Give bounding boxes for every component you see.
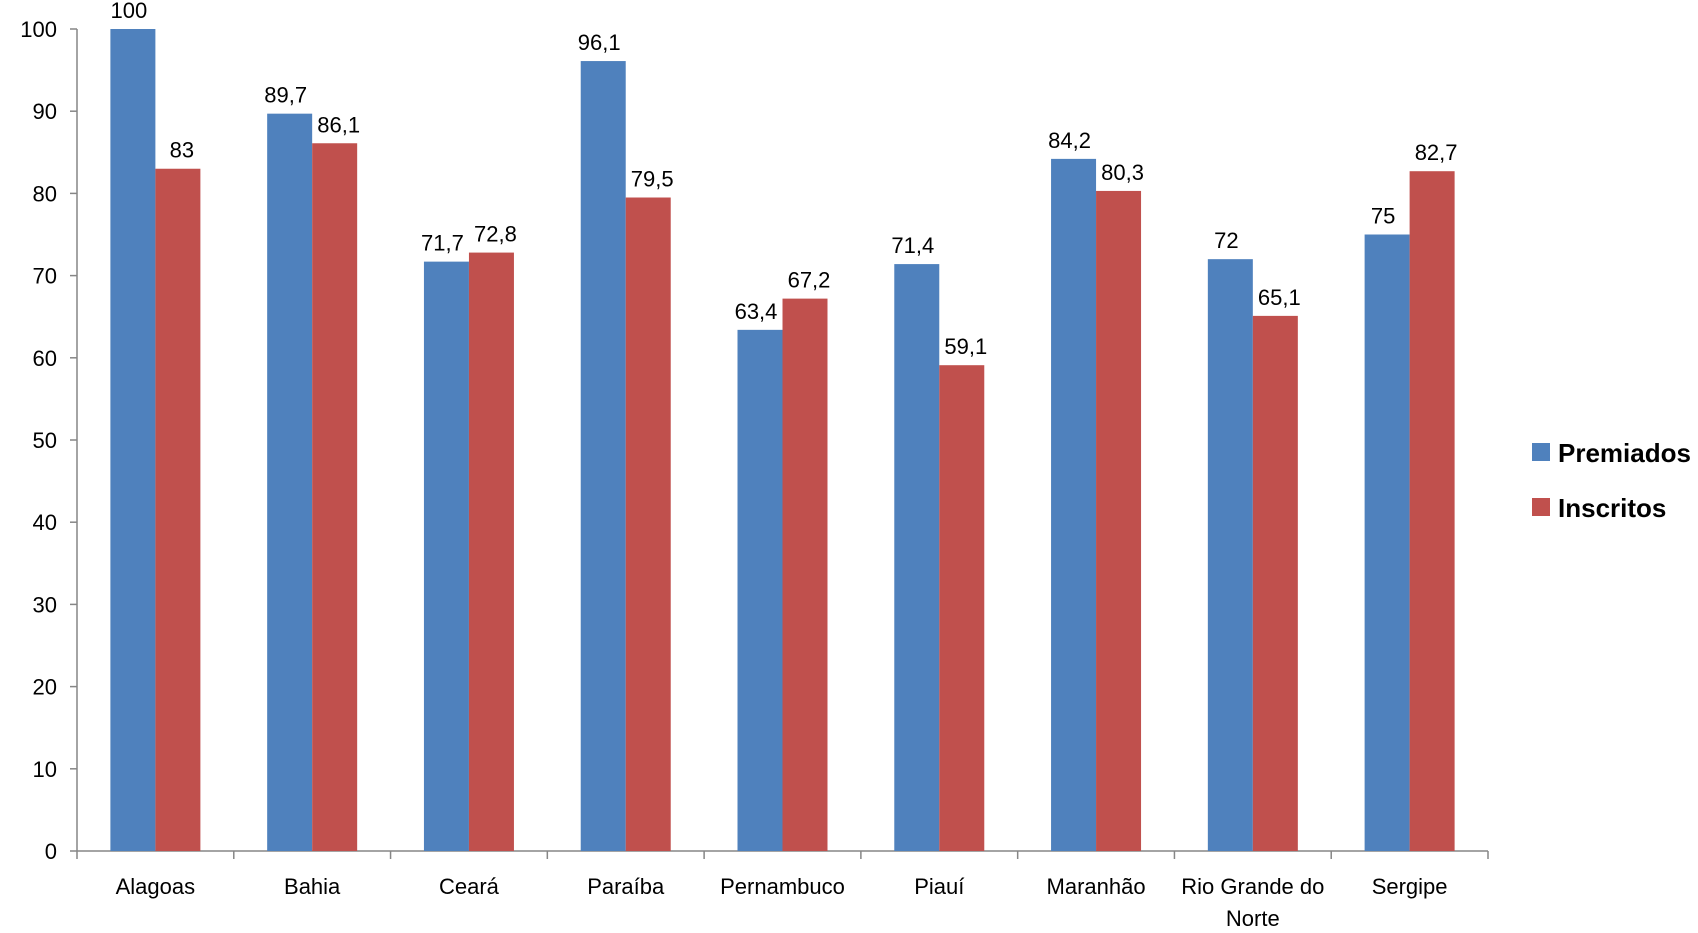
- bar-premiados-2: [423, 261, 469, 852]
- y-tick-label: 80: [33, 181, 57, 206]
- data-label-inscritos: 83: [170, 138, 194, 163]
- category-label: Ceará: [439, 874, 500, 899]
- y-tick-label: 40: [33, 510, 57, 535]
- bar-premiados-6: [1051, 158, 1097, 852]
- bar-inscritos-4: [782, 298, 828, 852]
- data-label-premiados: 75: [1371, 204, 1395, 229]
- data-label-premiados: 100: [111, 0, 148, 23]
- bar-inscritos-5: [939, 365, 985, 851]
- bar-premiados-7: [1207, 259, 1253, 851]
- bar-premiados-0: [110, 29, 156, 851]
- y-tick-label: 100: [20, 17, 57, 42]
- bar-inscritos-3: [625, 197, 671, 851]
- category-label: Maranhão: [1047, 874, 1146, 899]
- y-tick-label: 50: [33, 428, 57, 453]
- data-labels: 100 89,7 71,7 96,1 63,4 71,4 84,2 72 75 83 86,1 72,…: [111, 0, 1458, 359]
- category-label-line: Piauí: [914, 874, 964, 899]
- y-tick-label: 20: [33, 675, 57, 700]
- y-tick-label: 0: [45, 839, 57, 864]
- data-label-premiados: 96,1: [578, 30, 621, 55]
- bar-premiados-5: [894, 264, 940, 851]
- y-tick-label: 60: [33, 346, 57, 371]
- legend: Premiados Inscritos: [1532, 438, 1691, 523]
- y-tick-label: 90: [33, 99, 57, 124]
- data-label-inscritos: 86,1: [317, 112, 360, 137]
- category-label-line: Norte: [1226, 906, 1280, 928]
- data-label-inscritos: 80,3: [1101, 160, 1144, 185]
- category-label: Pernambuco: [720, 874, 845, 899]
- data-label-premiados: 71,7: [421, 231, 464, 256]
- bar-premiados-3: [580, 61, 626, 852]
- legend-swatch-inscritos: [1532, 498, 1550, 516]
- legend-label-inscritos: Inscritos: [1558, 493, 1666, 523]
- category-label-line: Sergipe: [1372, 874, 1448, 899]
- bar-inscritos-7: [1252, 315, 1298, 851]
- legend-swatch-premiados: [1532, 443, 1550, 461]
- legend-label-premiados: Premiados: [1558, 438, 1691, 468]
- y-tick-label: 10: [33, 757, 57, 782]
- data-label-premiados: 84,2: [1048, 128, 1091, 153]
- category-label-line: Paraíba: [587, 874, 665, 899]
- data-label-premiados: 72: [1214, 228, 1238, 253]
- data-label-inscritos: 67,2: [788, 268, 831, 293]
- bar-inscritos-1: [312, 143, 358, 851]
- y-tick-label: 30: [33, 592, 57, 617]
- bar-premiados-1: [267, 113, 313, 851]
- category-label-line: Ceará: [439, 874, 500, 899]
- data-label-inscritos: 59,1: [944, 334, 987, 359]
- category-label-line: Alagoas: [116, 874, 196, 899]
- bar-inscritos-6: [1096, 190, 1142, 851]
- bar-inscritos-8: [1409, 171, 1455, 851]
- bars: [110, 29, 1455, 852]
- category-label-line: Rio Grande do: [1181, 874, 1324, 899]
- category-label: Rio Grande do Norte: [1181, 874, 1324, 928]
- data-label-premiados: 71,4: [891, 233, 934, 258]
- data-label-inscritos: 65,1: [1258, 285, 1301, 310]
- bar-inscritos-0: [155, 168, 201, 852]
- category-label: Alagoas: [116, 874, 196, 899]
- category-label: Bahia: [284, 874, 341, 899]
- data-label-inscritos: 72,8: [474, 222, 517, 247]
- category-label: Sergipe: [1372, 874, 1448, 899]
- category-label-line: Pernambuco: [720, 874, 845, 899]
- category-label-line: Maranhão: [1047, 874, 1146, 899]
- data-label-inscritos: 79,5: [631, 167, 674, 192]
- data-label-premiados: 63,4: [735, 299, 778, 324]
- data-label-inscritos: 82,7: [1415, 140, 1458, 165]
- bar-inscritos-2: [468, 252, 514, 852]
- category-label: Paraíba: [587, 874, 665, 899]
- category-label-line: Bahia: [284, 874, 341, 899]
- y-tick-label: 70: [33, 264, 57, 289]
- axes: 0 10 20 30 40 50 60 70 80 90 100 Alagoas Bahia Ceará P…: [20, 17, 1489, 931]
- data-label-premiados: 89,7: [264, 83, 307, 108]
- bar-premiados-4: [737, 329, 783, 851]
- bar-premiados-8: [1364, 234, 1410, 851]
- category-label: Piauí: [914, 874, 964, 899]
